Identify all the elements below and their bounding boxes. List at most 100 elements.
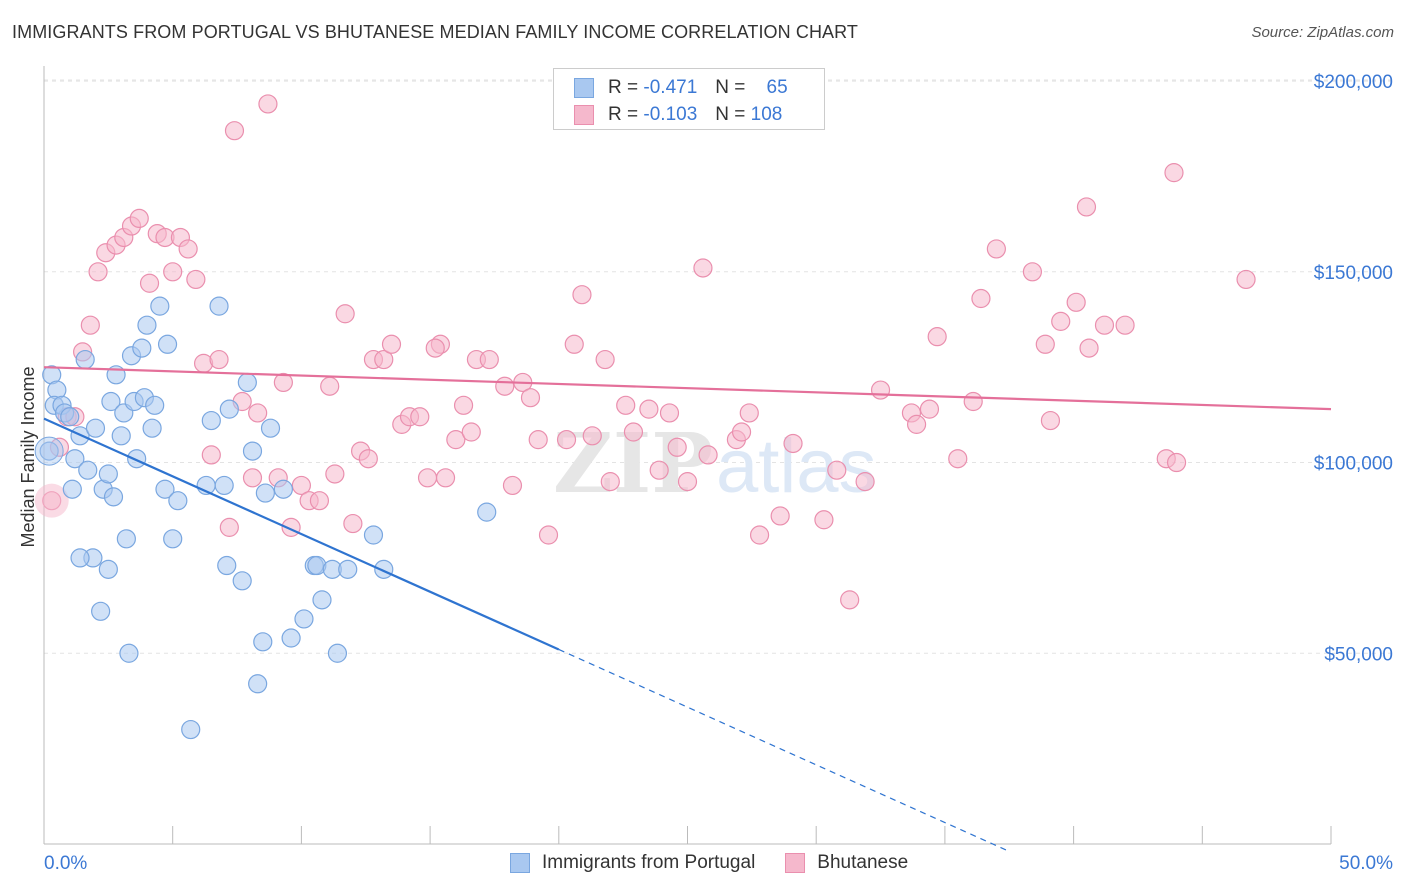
data-point-bhutanese (927, 327, 947, 347)
legend-item-portugal[interactable]: Immigrants from Portugal (510, 852, 755, 874)
data-point-bhutanese (80, 315, 100, 335)
gridlines (44, 79, 1394, 654)
tick-labels: $50,000 $100,000 $150,000 $200,000 0.0% 50.0% (44, 72, 1393, 874)
data-point-bhutanese (1164, 163, 1184, 183)
data-point-bhutanese (381, 334, 402, 354)
data-point-portugal (39, 441, 59, 461)
data-point-bhutanese (309, 491, 330, 511)
data-point-portugal (103, 487, 124, 507)
data-point-portugal (85, 418, 106, 438)
data-point-bhutanese (600, 472, 620, 492)
data-point-bhutanese (572, 285, 592, 305)
data-point-portugal (150, 296, 170, 316)
y-tick-label: $100,000 (1314, 454, 1393, 475)
series-bhutanese (34, 94, 1256, 610)
data-point-bhutanese (948, 449, 968, 469)
data-point-bhutanese (1022, 262, 1043, 282)
legend-r-label: R = (608, 77, 639, 98)
data-point-bhutanese (320, 376, 340, 396)
data-point-portugal (132, 338, 152, 358)
data-point-bhutanese (502, 475, 523, 496)
data-point-bhutanese (649, 460, 669, 480)
data-point-portugal (157, 334, 178, 354)
data-point-bhutanese (1115, 315, 1135, 335)
data-point-bhutanese (335, 304, 355, 324)
data-point-bhutanese (971, 288, 991, 309)
data-point-bhutanese (840, 590, 860, 610)
trend-lines (43, 366, 1332, 852)
data-point-bhutanese (88, 262, 108, 282)
data-point-bhutanese (698, 445, 718, 465)
data-point-portugal (137, 315, 157, 335)
data-point-bhutanese (595, 349, 615, 370)
legend-item-bhutanese[interactable]: Bhutanese (785, 852, 908, 874)
data-point-portugal (242, 441, 263, 461)
data-point-bhutanese (209, 349, 229, 370)
data-point-bhutanese (1166, 452, 1187, 473)
data-point-portugal (62, 479, 82, 499)
legend-r-value: -0.103 (643, 104, 698, 125)
legend-r-label: R = (608, 104, 639, 125)
y-tick-label: $50,000 (1324, 644, 1393, 665)
data-point-portugal (70, 548, 90, 568)
data-point-bhutanese (659, 403, 680, 423)
data-point-bhutanese (479, 349, 499, 370)
data-point-bhutanese (906, 414, 927, 434)
data-point-portugal (248, 674, 268, 694)
data-point-bhutanese (201, 445, 221, 465)
data-point-portugal (145, 395, 165, 415)
data-point-portugal (155, 479, 175, 499)
legend-swatch-portugal (510, 853, 530, 873)
data-point-portugal (294, 609, 314, 629)
data-point-bhutanese (291, 475, 311, 496)
data-point-bhutanese (453, 395, 474, 415)
data-point-bhutanese-cluster (34, 483, 69, 518)
correlation-legend: R = -0.471 N = 65 R = -0.103 N = 108 (553, 68, 825, 130)
legend-n-value: 108 (750, 104, 783, 125)
data-point-bhutanese (1236, 269, 1256, 290)
series-legend: Immigrants from Portugal Bhutanese (510, 852, 938, 874)
data-point-bhutanese (783, 433, 803, 454)
data-point-bhutanese (224, 121, 245, 141)
data-point-bhutanese (731, 422, 752, 442)
data-point-bhutanese (242, 468, 263, 488)
data-point-bhutanese (178, 239, 198, 259)
data-point-portugal (209, 296, 229, 316)
data-point-bhutanese (358, 449, 378, 469)
watermark: ZIP atlas (553, 416, 877, 512)
data-point-portugal (312, 590, 332, 610)
legend-swatch-portugal (574, 78, 594, 98)
data-point-portugal (98, 559, 118, 579)
data-point-bhutanese (186, 269, 206, 290)
data-point-bhutanese (520, 388, 541, 408)
data-point-portugal (60, 407, 80, 427)
legend-row-bhutanese: R = -0.103 N = 108 (574, 104, 782, 126)
data-point-bhutanese (677, 472, 698, 492)
data-point-portugal (181, 719, 201, 740)
data-point-bhutanese (870, 380, 891, 400)
data-point-portugal (119, 643, 139, 663)
data-point-portugal (65, 449, 85, 469)
data-point-bhutanese (623, 422, 644, 442)
data-point-portugal (75, 349, 95, 370)
data-point-bhutanese (410, 407, 430, 427)
trend-line-bhutanese (43, 366, 1332, 411)
data-point-bhutanese (258, 94, 278, 114)
legend-r-value: -0.471 (643, 77, 698, 98)
data-point-bhutanese (919, 399, 940, 419)
data-point-bhutanese (435, 468, 456, 488)
axes (43, 66, 1332, 845)
data-point-portugal (78, 460, 98, 480)
data-point-bhutanese (425, 338, 445, 358)
data-point-bhutanese (461, 422, 481, 442)
data-point-portugal (111, 426, 131, 446)
data-point-portugal (217, 555, 237, 576)
data-point-bhutanese (986, 239, 1006, 259)
data-point-bhutanese (667, 437, 687, 457)
data-point-portugal (219, 399, 239, 419)
data-point-portugal (214, 475, 234, 496)
legend-n-label: N = (715, 104, 746, 125)
data-point-portugal (127, 449, 147, 469)
data-point-bhutanese (374, 349, 394, 370)
legend-n-label: N = (715, 77, 746, 98)
